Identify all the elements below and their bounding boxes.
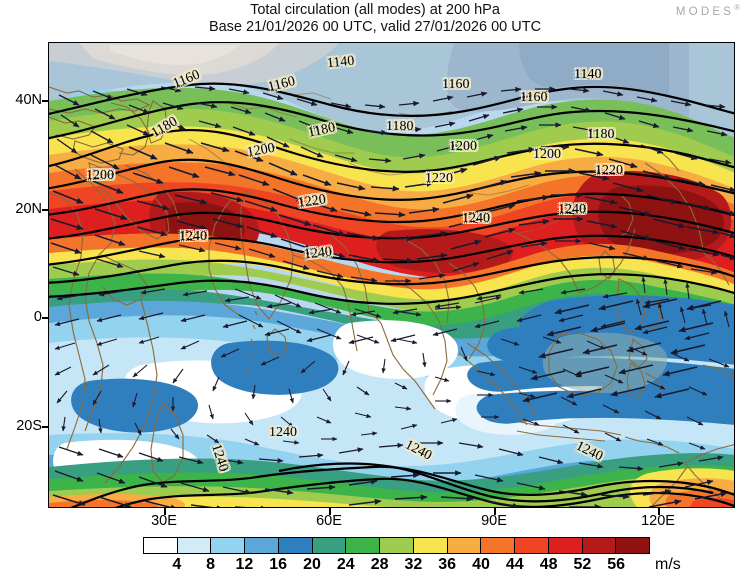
- tick-y-0: [42, 317, 49, 319]
- x-axis-label-60e: 60E: [316, 513, 342, 529]
- colorbar-segment-9: [447, 538, 482, 553]
- colorbar-tick-44: 44: [505, 556, 524, 573]
- y-axis-label-40n: 40N: [15, 92, 42, 108]
- colorbar-segment-5: [312, 538, 347, 553]
- height-contours: [49, 82, 734, 507]
- colorbar-segment-2: [211, 538, 246, 553]
- colorbar-segment-6: [346, 538, 381, 553]
- wind-vectors: [50, 85, 734, 507]
- colorbar-tick-52: 52: [573, 556, 592, 573]
- colorbar-ticks: 4 8 12 16 20 24 28 32 36 40 44 48 52 56: [0, 556, 750, 576]
- tick-y-20n: [42, 209, 49, 211]
- colorbar-tick-32: 32: [404, 556, 423, 573]
- colorbar-tick-8: 8: [206, 556, 216, 573]
- colorbar-segment-4: [278, 538, 313, 553]
- colorbar-tick-12: 12: [235, 556, 254, 573]
- title-line-1: Total circulation (all modes) at 200 hPa: [250, 2, 500, 18]
- colorbar-segment-1: [177, 538, 212, 553]
- colorbar-tick-4: 4: [172, 556, 182, 573]
- colorbar-segment-7: [380, 538, 414, 553]
- colorbar-segment-10: [481, 538, 516, 553]
- colorbar-tick-40: 40: [472, 556, 490, 573]
- title-line-2: Base 21/01/2026 00 UTC, valid 27/01/2026…: [208, 19, 542, 35]
- y-axis-label-20s: 20S: [16, 418, 42, 434]
- plot-frame: 1140 1140 1160 1160 1160 1160 1180 1180 1180 1180…: [48, 42, 735, 508]
- colorbar-tick-16: 16: [269, 556, 288, 573]
- y-axis-label-0: 0: [33, 309, 42, 325]
- colorbar-segment-8: [413, 538, 448, 553]
- weather-map: [49, 43, 734, 507]
- colorbar-segment-3: [245, 538, 279, 553]
- tick-x-60e: [329, 508, 331, 515]
- colorbar-segment-0: [144, 538, 178, 553]
- colorbar-tick-36: 36: [438, 556, 457, 573]
- modes-logo-text: MODES: [675, 5, 735, 18]
- colorbar-unit-label: m/s: [655, 556, 681, 573]
- tick-y-20s: [42, 426, 49, 428]
- tick-y-40n: [42, 100, 49, 102]
- colorbar-segment-11: [515, 538, 549, 553]
- speed-shading: [49, 43, 734, 507]
- y-axis-label-20n: 20N: [15, 201, 42, 217]
- colorbar-segment-13: [582, 538, 617, 553]
- colorbar-segment-14: [616, 538, 650, 553]
- x-axis-label-30e: 30E: [151, 513, 177, 529]
- x-axis-label-120e: 120E: [641, 513, 675, 529]
- colorbar-tick-48: 48: [539, 556, 558, 573]
- colorbar: [143, 537, 650, 554]
- colorbar-segment-12: [548, 538, 583, 553]
- colorbar-tick-28: 28: [370, 556, 389, 573]
- registered-mark-icon: ®: [734, 3, 740, 12]
- modes-logo: MODES®: [676, 3, 740, 18]
- colorbar-tick-20: 20: [303, 556, 321, 573]
- x-axis-label-90e: 90E: [481, 513, 507, 529]
- tick-x-30e: [164, 508, 166, 515]
- chart-title: Total circulation (all modes) at 200 hPa…: [0, 2, 750, 36]
- colorbar-tick-24: 24: [336, 556, 355, 573]
- colorbar-tick-56: 56: [607, 556, 626, 573]
- tick-x-90e: [494, 508, 496, 515]
- plot-area: 1140 1140 1160 1160 1160 1160 1180 1180 1180 1180…: [42, 42, 735, 515]
- tick-x-120e: [658, 508, 660, 515]
